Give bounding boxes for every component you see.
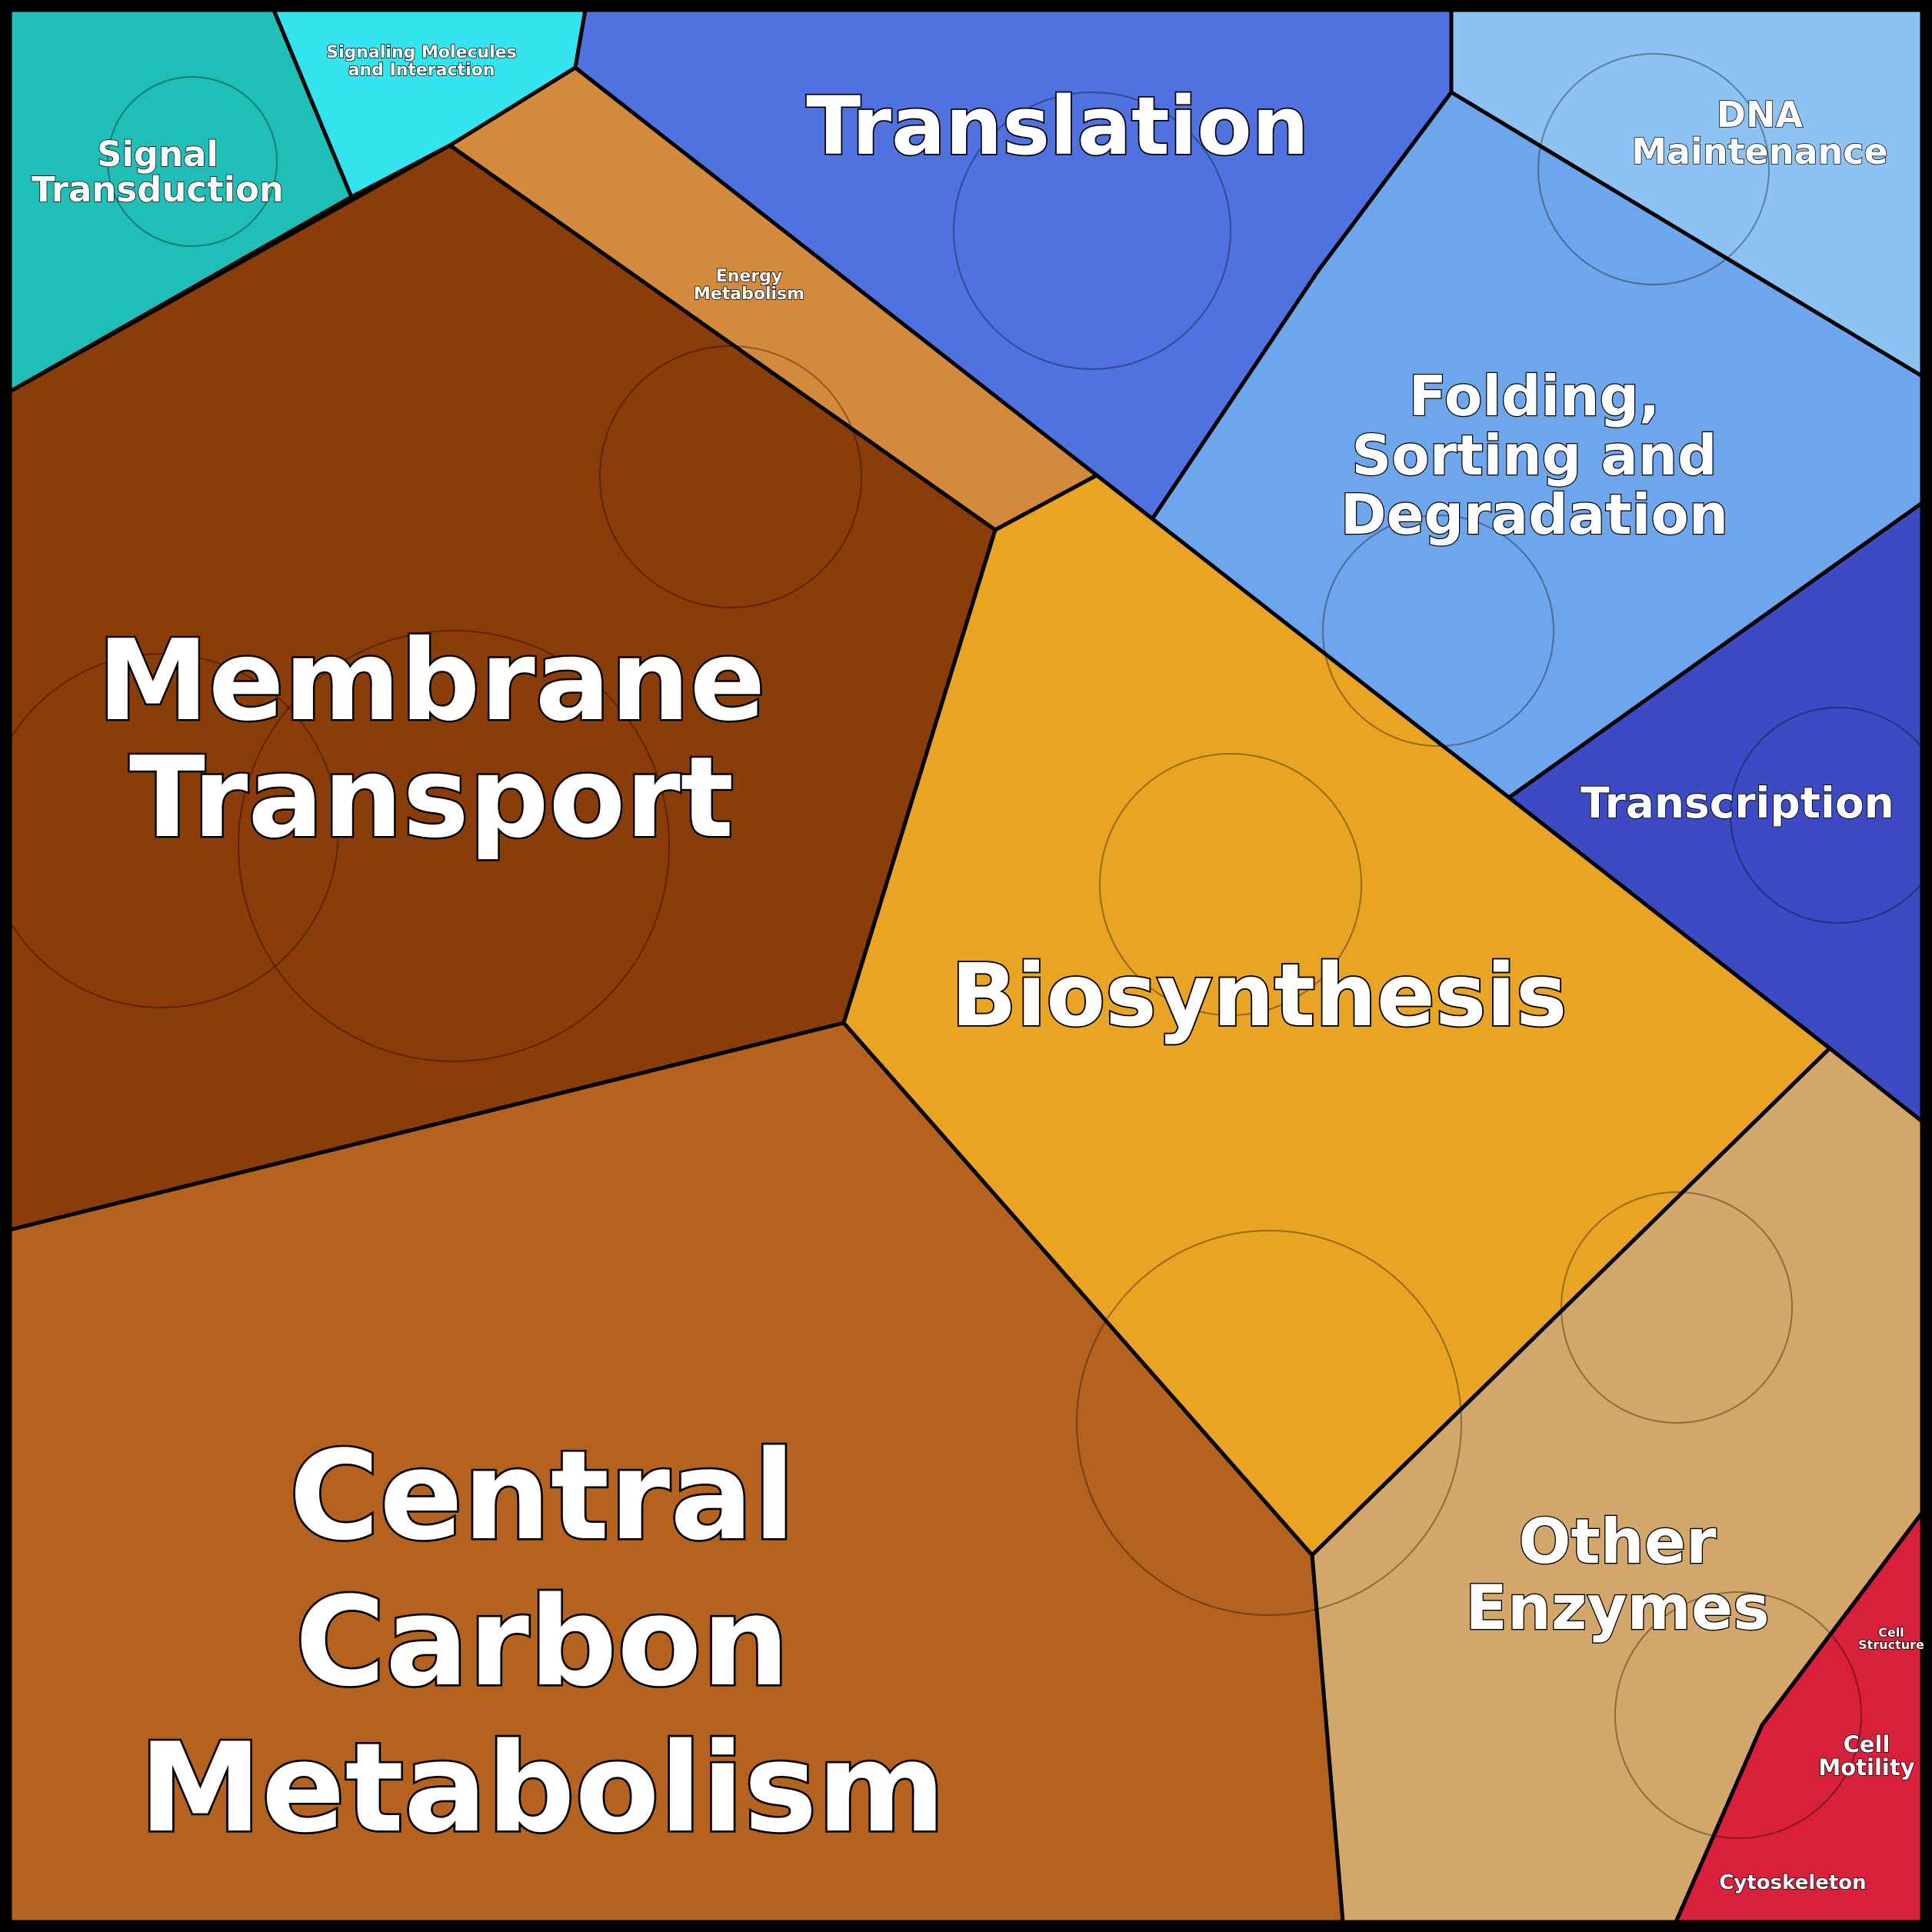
- label-line: Membrane: [98, 616, 765, 746]
- label-line: Maintenance: [1631, 131, 1888, 172]
- region-label: Signal Transduction: [32, 134, 284, 210]
- region-label: Translation: [806, 79, 1309, 173]
- cell: [1076, 1230, 1462, 1616]
- label-line: Cell: [1878, 1625, 1904, 1640]
- label-line: DNA: [1717, 94, 1804, 135]
- label-line: Metabolism: [139, 1716, 945, 1860]
- region-label: Other Enzymes: [1465, 1506, 1770, 1644]
- label-line: Enzymes: [1465, 1572, 1770, 1644]
- cell: [1537, 53, 1770, 285]
- label-line: Degradation: [1341, 482, 1728, 547]
- cell: [1099, 753, 1362, 1016]
- label-line: Signaling Molecules: [326, 43, 517, 62]
- label-line: Structure: [1858, 1637, 1924, 1652]
- label-line: Cytoskeleton: [1719, 1871, 1866, 1894]
- label-line: Central: [289, 1424, 795, 1567]
- label-line: Metabolism: [694, 285, 804, 304]
- region-label: Signaling Molecules and Interaction: [326, 43, 517, 80]
- cell: [1730, 707, 1932, 924]
- cell: [1614, 1591, 1862, 1839]
- label-line: and Interaction: [348, 61, 495, 80]
- cell: [599, 345, 862, 608]
- label-line: Cell: [1844, 1731, 1890, 1757]
- label-line: Sorting and: [1351, 423, 1717, 488]
- label-line: Carbon: [295, 1570, 790, 1714]
- labels: Signal Transduction Signaling Molecules and…: [31, 42, 1924, 1895]
- label-line: Energy: [716, 267, 783, 286]
- cell: [953, 92, 1231, 370]
- label-line: Signal: [97, 134, 218, 175]
- label-line: Motility: [1818, 1754, 1914, 1780]
- region-label: Energy Metabolism: [694, 267, 804, 304]
- label-line: Transcription: [1581, 778, 1894, 828]
- region-central: [8, 1021, 1345, 1924]
- cells: [0, 53, 1932, 1839]
- label-line: Other: [1519, 1506, 1717, 1577]
- label-line: Folding,: [1409, 364, 1661, 428]
- region-label: Central Carbon Metabolism: [139, 1424, 945, 1860]
- label-line: Transport: [129, 733, 734, 863]
- region-label: Cell Structure: [1858, 1625, 1924, 1652]
- cell: [1322, 515, 1554, 747]
- region-label: Biosynthesis: [951, 946, 1567, 1046]
- region-label: DNA Maintenance: [1631, 94, 1888, 172]
- cell: [0, 653, 339, 1008]
- label-line: Biosynthesis: [951, 946, 1567, 1046]
- label-line: Transduction: [32, 169, 284, 210]
- cell: [238, 630, 670, 1062]
- label-line: Translation: [806, 79, 1309, 173]
- region-label: Cell Motility: [1818, 1731, 1914, 1780]
- cell: [1561, 1191, 1793, 1424]
- region-cell: [1674, 1511, 1924, 1924]
- cell: [107, 76, 278, 247]
- region-label: Transcription: [1581, 778, 1894, 828]
- region-label: Folding, Sorting and Degradation: [1341, 364, 1728, 547]
- region-label: Membrane Transport: [98, 616, 765, 863]
- region-label: Cytoskeleton: [1719, 1871, 1866, 1894]
